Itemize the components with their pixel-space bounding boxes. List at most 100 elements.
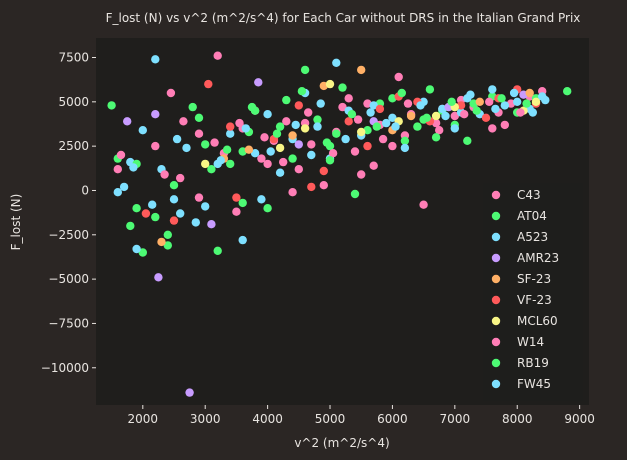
data-point: [275, 122, 285, 131]
data-point: [232, 193, 241, 202]
data-point: [148, 200, 157, 209]
data-point: [307, 182, 316, 192]
data-point: [500, 120, 509, 130]
data-point: [107, 101, 116, 110]
data-point: [332, 129, 341, 138]
series-rb19: [132, 87, 531, 239]
data-point: [406, 111, 416, 121]
data-point: [431, 133, 441, 142]
data-point: [116, 150, 126, 160]
data-point: [382, 118, 391, 128]
data-point: [500, 101, 509, 110]
data-point: [513, 97, 522, 107]
data-point: [422, 113, 431, 123]
y-tick-label: 0: [81, 183, 89, 197]
data-point: [132, 204, 141, 213]
data-point: [307, 140, 316, 149]
data-point: [472, 106, 481, 115]
data-point: [194, 129, 204, 138]
data-point: [304, 108, 313, 117]
data-point: [563, 87, 572, 96]
data-point: [201, 202, 210, 211]
data-point: [313, 122, 322, 131]
legend-item: AT04: [491, 209, 547, 223]
legend-label: AT04: [517, 209, 547, 223]
data-point: [244, 145, 254, 154]
legend-marker: [491, 190, 501, 200]
data-point: [397, 88, 406, 98]
y-tick-label: −2500: [48, 228, 89, 242]
x-tick-label: 8000: [502, 412, 533, 426]
series-amr23: [123, 78, 528, 397]
data-point: [525, 88, 534, 98]
data-point: [441, 111, 450, 121]
legend-label: AMR23: [517, 251, 559, 265]
data-point: [204, 79, 213, 89]
data-point: [207, 165, 216, 174]
data-point: [176, 209, 185, 218]
data-point: [257, 195, 266, 204]
data-point: [151, 110, 160, 119]
data-point: [201, 140, 210, 149]
data-point: [132, 244, 141, 254]
x-tick-label: 7000: [440, 412, 471, 426]
data-point: [294, 101, 303, 110]
data-point: [447, 97, 456, 107]
x-tick-label: 6000: [377, 412, 408, 426]
data-point: [475, 97, 484, 107]
data-point: [300, 65, 310, 75]
data-point: [169, 216, 179, 225]
data-point: [238, 198, 247, 208]
y-tick-label: 2500: [58, 139, 89, 153]
data-point: [194, 193, 204, 202]
data-point: [338, 102, 347, 112]
data-point: [226, 122, 235, 131]
data-point: [497, 94, 506, 103]
data-point: [297, 87, 307, 96]
data-point: [328, 149, 338, 158]
data-point: [113, 188, 123, 197]
legend-marker: [491, 316, 501, 326]
data-point: [325, 79, 335, 89]
legend-marker: [491, 337, 501, 347]
data-point: [163, 230, 172, 239]
legend-item: C43: [491, 188, 541, 202]
points-layer: [107, 51, 572, 397]
legend-marker: [491, 379, 501, 389]
data-point: [541, 95, 550, 105]
data-point: [400, 143, 410, 153]
data-point: [166, 88, 176, 98]
data-point: [363, 126, 372, 135]
legend-item: VF-23: [491, 293, 552, 307]
data-point: [232, 207, 241, 216]
data-point: [138, 248, 147, 257]
data-point: [531, 97, 541, 107]
data-point: [403, 99, 413, 108]
data-point: [247, 102, 257, 112]
data-point: [388, 94, 397, 103]
data-point: [288, 131, 297, 140]
data-point: [491, 104, 500, 114]
y-tick-label: −5000: [48, 272, 89, 286]
data-point: [123, 117, 132, 126]
series-w14: [116, 97, 525, 202]
data-point: [222, 145, 232, 154]
data-point: [319, 181, 328, 190]
data-point: [347, 110, 357, 119]
data-point: [279, 157, 288, 167]
data-point: [141, 209, 151, 218]
data-point: [366, 108, 375, 117]
data-point: [272, 129, 282, 138]
data-point: [172, 134, 182, 144]
data-point: [210, 138, 219, 147]
legend-label: C43: [517, 188, 541, 202]
data-point: [388, 113, 397, 123]
data-point: [485, 97, 494, 107]
data-point: [160, 170, 169, 179]
data-point: [151, 55, 160, 64]
x-axis-label: v^2 (m^2/s^4): [294, 436, 389, 450]
data-point: [226, 159, 235, 169]
data-point: [488, 85, 497, 94]
y-tick-label: 5000: [58, 95, 89, 109]
data-point: [313, 115, 322, 124]
